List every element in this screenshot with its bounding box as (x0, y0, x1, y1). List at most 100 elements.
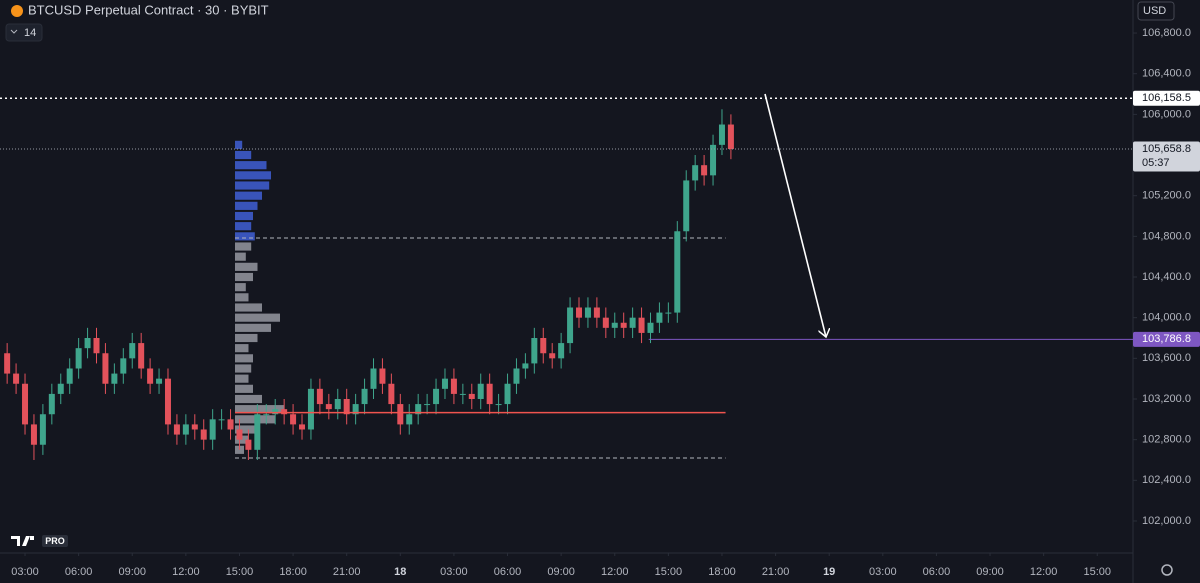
candle-body (75, 348, 82, 369)
volume-profile-row (234, 394, 262, 404)
volume-profile-row (234, 140, 243, 149)
x-tick-label: 15:00 (226, 566, 254, 578)
volume-profile-row (234, 171, 271, 180)
candle-body (459, 393, 466, 395)
y-tick-label: 103,600.0 (1142, 352, 1191, 364)
volume-profile-row (234, 283, 246, 292)
volume-profile-row (234, 333, 258, 343)
volume-profile-row (234, 405, 285, 414)
x-tick-label: 21:00 (762, 566, 790, 578)
candle-body (611, 322, 618, 328)
volume-profile-row (234, 323, 271, 332)
candle-body (701, 165, 708, 176)
x-tick-label: 18:00 (279, 566, 307, 578)
y-tick-label: 102,400.0 (1142, 474, 1191, 486)
candle-body (182, 424, 189, 435)
volume-profile-row (234, 222, 252, 231)
candle-body (584, 307, 591, 318)
volume-profile-row (234, 272, 253, 282)
candle-body (254, 414, 261, 450)
volume-profile-row (234, 161, 267, 170)
candle-body (683, 180, 690, 232)
candle-body (138, 343, 145, 369)
candle-body (334, 398, 341, 410)
currency-label: USD (1143, 5, 1166, 17)
volume-profile-row (234, 293, 249, 302)
candle-body (316, 388, 323, 405)
candle-body (718, 124, 725, 145)
volume-profile-row (234, 232, 255, 241)
x-tick-label: 09:00 (547, 566, 575, 578)
candle-body (620, 322, 627, 328)
x-tick-label: 18 (394, 566, 406, 578)
candle-body (576, 307, 583, 318)
chevron (10, 29, 18, 34)
y-tick-label: 106,800.0 (1142, 27, 1191, 39)
candle-body (272, 409, 279, 415)
y-tick-label: 106,000.0 (1142, 108, 1191, 120)
candle-body (147, 368, 154, 384)
candle-body (4, 353, 11, 374)
candle-body (361, 388, 368, 405)
volume-profile-row (234, 303, 262, 312)
currency-button[interactable]: USD (1137, 1, 1175, 21)
settings-icon[interactable] (1161, 564, 1173, 576)
candle-body (352, 404, 359, 415)
candle-body (647, 322, 654, 333)
candle-body (567, 307, 574, 344)
volume-profile-row (234, 242, 252, 251)
candle-body (397, 404, 404, 425)
candle-body (602, 317, 609, 328)
x-tick-label: 06:00 (65, 566, 93, 578)
indicator-toggle[interactable]: 14 (5, 23, 43, 42)
candle-body (39, 414, 46, 445)
candle-body (290, 414, 297, 425)
y-tick-label: 103,200.0 (1142, 393, 1191, 405)
settings-button[interactable] (1161, 564, 1173, 576)
candle-body (343, 398, 350, 415)
price-label: 106,158.5 (1142, 92, 1191, 104)
candle-body (495, 404, 502, 406)
candle-body (727, 124, 734, 150)
volume-profile-row (234, 262, 258, 271)
volume-profile-row (234, 181, 270, 190)
volume-profile-row (234, 201, 258, 210)
candle-body (415, 404, 422, 415)
candle-body (218, 419, 225, 421)
candle-body (22, 383, 29, 425)
candle-body (656, 312, 663, 323)
price-label-bg (1133, 90, 1200, 106)
candle-body (129, 343, 136, 359)
y-tick-label: 104,800.0 (1142, 230, 1191, 242)
x-tick-label: 09:00 (118, 566, 146, 578)
volume-profile-row (234, 313, 280, 322)
volume-profile-row (234, 344, 249, 353)
candle-body (370, 368, 377, 389)
candle-body (307, 388, 314, 430)
candle-body (406, 414, 413, 425)
candle-body (629, 317, 636, 328)
candle-body (433, 388, 440, 405)
candle-body (531, 338, 538, 364)
candle-body (84, 338, 91, 349)
indicator-label: 14 (24, 27, 36, 39)
candle-body (638, 317, 645, 333)
volume-profile-row (234, 384, 253, 393)
y-tick-label: 104,000.0 (1142, 312, 1191, 324)
candle-body (263, 414, 270, 416)
candle-body (379, 368, 386, 384)
x-tick-label: 09:00 (976, 566, 1004, 578)
currency-button-bg[interactable] (1137, 1, 1175, 21)
volume-profile-row (234, 150, 252, 160)
candle-body (710, 144, 717, 176)
candle-body (424, 404, 431, 406)
x-tick-label: 15:00 (655, 566, 683, 578)
candle-body (388, 383, 395, 405)
candle-body (209, 419, 216, 440)
y-tick-label: 102,800.0 (1142, 434, 1191, 446)
indicator-toggle-bg[interactable] (5, 23, 43, 42)
candle-body (66, 368, 73, 384)
